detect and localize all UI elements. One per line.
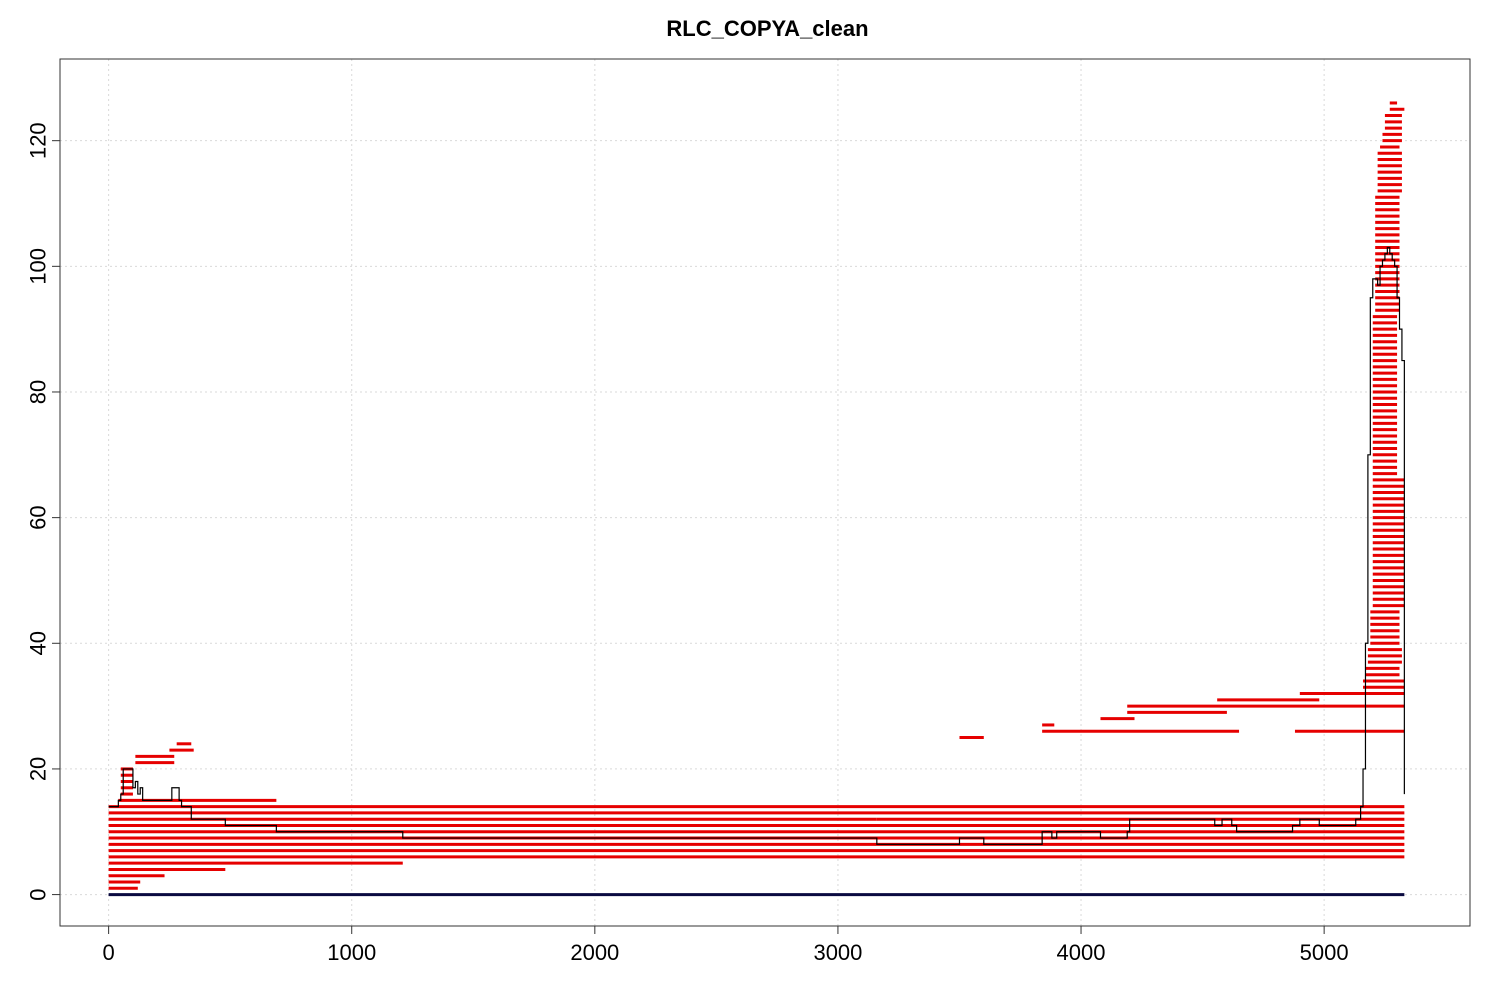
x-tick-label: 0 xyxy=(102,940,114,965)
x-tick-label: 3000 xyxy=(813,940,862,965)
grid-lines xyxy=(60,59,1470,926)
plot-frame xyxy=(59,58,1471,927)
x-tick-label: 5000 xyxy=(1300,940,1349,965)
x-axis: 0 1000 2000 3000 4000 5000 xyxy=(102,926,1349,965)
x-tick-label: 2000 xyxy=(570,940,619,965)
segment-bars xyxy=(108,101,1405,890)
y-tick-label: 120 xyxy=(26,122,51,159)
y-tick-label: 60 xyxy=(26,505,51,529)
coverage-line-group xyxy=(108,246,1405,845)
y-tick-label: 80 xyxy=(26,380,51,404)
x-tick-label: 1000 xyxy=(327,940,376,965)
y-tick-label: 40 xyxy=(26,631,51,655)
coverage-line xyxy=(108,246,1405,845)
y-axis: 0 20 40 60 80 100 120 xyxy=(26,122,60,901)
y-tick-label: 100 xyxy=(26,248,51,285)
x-tick-label: 4000 xyxy=(1057,940,1106,965)
chart-title: RLC_COPYA_clean xyxy=(666,16,869,41)
y-tick-label: 20 xyxy=(26,757,51,781)
y-tick-label: 0 xyxy=(26,888,51,900)
